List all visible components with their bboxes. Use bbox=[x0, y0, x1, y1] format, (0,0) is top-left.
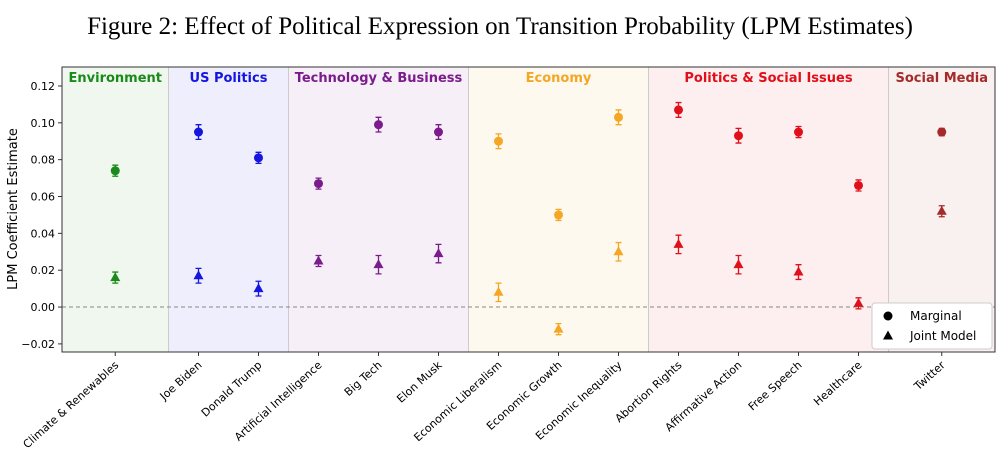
error-point bbox=[110, 271, 121, 284]
error-point bbox=[193, 267, 204, 284]
group-label: Economy bbox=[526, 71, 592, 86]
x-tick-label: Big Tech bbox=[342, 359, 385, 399]
y-tick-label: 0.06 bbox=[31, 191, 56, 204]
error-point bbox=[494, 133, 503, 150]
x-tick-label: Twitter bbox=[911, 358, 948, 393]
group-label: Technology & Business bbox=[295, 71, 463, 86]
error-point bbox=[614, 109, 623, 126]
group-label: Environment bbox=[69, 71, 163, 86]
error-point bbox=[554, 208, 563, 222]
error-point bbox=[853, 297, 864, 310]
marker bbox=[793, 266, 804, 276]
error-point bbox=[674, 101, 683, 118]
marker bbox=[854, 180, 863, 190]
group-region bbox=[288, 67, 469, 352]
group-region bbox=[648, 67, 889, 352]
marker bbox=[614, 112, 623, 122]
group-label: US Politics bbox=[190, 71, 268, 86]
group-label: Politics & Social Issues bbox=[684, 71, 852, 86]
group-region bbox=[62, 67, 169, 352]
error-point bbox=[733, 254, 744, 275]
error-point bbox=[313, 254, 324, 268]
error-point bbox=[493, 282, 504, 303]
marker bbox=[253, 283, 264, 293]
marker bbox=[434, 127, 443, 137]
plot-frame bbox=[61, 66, 996, 353]
legend-box bbox=[871, 302, 993, 350]
error-point bbox=[794, 125, 803, 139]
error-point bbox=[254, 151, 263, 165]
error-point bbox=[194, 124, 203, 141]
x-tick-label: Elon Musk bbox=[394, 358, 445, 405]
y-tick-label: 0.04 bbox=[31, 227, 56, 240]
error-point bbox=[434, 124, 443, 141]
legend-label: Marginal bbox=[910, 309, 962, 323]
marker bbox=[194, 127, 203, 137]
y-tick-label: −0.02 bbox=[21, 338, 55, 351]
legend-label: Joint Model bbox=[909, 329, 976, 343]
error-point bbox=[673, 234, 684, 255]
group-region bbox=[168, 67, 289, 352]
x-tick-label: Climate & Renewables bbox=[21, 358, 122, 451]
error-point bbox=[553, 322, 564, 336]
error-point bbox=[433, 243, 444, 264]
error-point bbox=[793, 264, 804, 281]
marker bbox=[553, 323, 564, 333]
error-point bbox=[937, 127, 947, 137]
marker bbox=[734, 131, 743, 141]
x-tick-label: Joe Biden bbox=[157, 359, 205, 404]
error-point bbox=[854, 179, 863, 192]
y-tick-label: 0.08 bbox=[31, 154, 56, 167]
y-axis-label: LPM Coefficient Estimate bbox=[6, 128, 21, 290]
marker bbox=[937, 127, 947, 137]
marker bbox=[314, 179, 323, 189]
legend-marker bbox=[883, 311, 893, 321]
error-point bbox=[314, 177, 323, 190]
error-point bbox=[936, 205, 947, 218]
y-tick-label: 0.02 bbox=[31, 264, 56, 277]
group-label: Social Media bbox=[896, 71, 989, 86]
marker bbox=[373, 259, 384, 269]
y-tick-label: 0.00 bbox=[31, 301, 56, 314]
y-tick-label: 0.10 bbox=[31, 117, 56, 130]
error-point bbox=[110, 164, 120, 177]
error-point bbox=[734, 127, 743, 144]
marker bbox=[794, 127, 803, 137]
marker bbox=[733, 259, 744, 269]
error-point bbox=[373, 254, 384, 275]
x-tick-label: Donald Trump bbox=[199, 359, 265, 420]
error-point bbox=[374, 116, 383, 133]
legend-marker bbox=[883, 330, 893, 340]
marker bbox=[936, 205, 947, 215]
marker bbox=[673, 238, 684, 248]
x-tick-label: Healthcare bbox=[811, 358, 864, 408]
marker bbox=[254, 153, 263, 163]
marker bbox=[494, 136, 503, 146]
marker bbox=[110, 166, 120, 176]
marker bbox=[554, 210, 563, 220]
marker bbox=[374, 120, 383, 130]
chart-title: Figure 2: Effect of Political Expression… bbox=[87, 13, 913, 40]
marker bbox=[853, 297, 864, 307]
marker bbox=[613, 246, 624, 256]
error-point bbox=[613, 241, 624, 262]
x-tick-label: Free Speech bbox=[746, 359, 805, 414]
y-tick-label: 0.12 bbox=[31, 80, 56, 93]
marker bbox=[493, 286, 504, 296]
marker bbox=[313, 255, 324, 265]
error-point bbox=[253, 280, 264, 297]
marker bbox=[110, 272, 121, 282]
marker bbox=[193, 270, 204, 280]
marker bbox=[433, 248, 444, 258]
legend: Marginal Joint Model bbox=[871, 302, 993, 350]
marker bbox=[674, 105, 683, 115]
